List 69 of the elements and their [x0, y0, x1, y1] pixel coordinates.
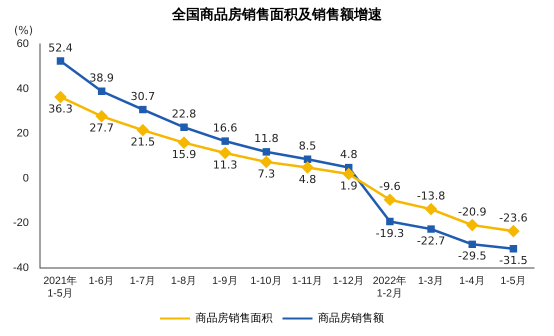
x-tick-label: 1-8月	[170, 274, 198, 287]
legend-label: 商品房销售面积	[196, 312, 272, 325]
point	[262, 148, 270, 156]
point	[302, 162, 314, 174]
x-tick-label: 1-12月	[332, 274, 365, 287]
data-label: -13.8	[416, 190, 446, 203]
point	[304, 156, 312, 163]
y-tick-label: -40	[12, 262, 29, 274]
x-tick-label: 1-6月	[88, 274, 115, 287]
point	[427, 225, 435, 233]
point	[96, 110, 108, 122]
data-label: 8.5	[298, 140, 316, 153]
data-label: 36.3	[48, 102, 73, 116]
y-tick-label: 40	[16, 82, 29, 95]
x-tick-label: 2021年 1-5月	[43, 274, 78, 300]
data-label: 27.7	[89, 122, 114, 135]
data-label: 1.9	[340, 179, 358, 192]
point	[466, 219, 478, 231]
data-label: 22.8	[172, 108, 196, 121]
data-label: -9.6	[379, 180, 401, 194]
chart-title: 全国商品房销售面积及销售额增速	[171, 6, 383, 24]
point	[178, 136, 190, 148]
y-axis-title: (%)	[14, 24, 34, 37]
data-label: 7.3	[258, 167, 276, 180]
data-label: 38.9	[89, 72, 114, 85]
x-tick-label: 1-3月	[418, 274, 444, 287]
point	[54, 91, 66, 103]
data-label: 11.3	[212, 158, 238, 172]
data-label: 11.8	[254, 132, 279, 146]
data-label: 16.6	[212, 121, 238, 134]
data-label: 30.7	[130, 90, 156, 103]
point	[425, 203, 437, 215]
x-tick-label: 1-10月	[250, 274, 282, 287]
data-label: 15.9	[172, 148, 196, 162]
data-label: -22.7	[416, 234, 446, 248]
point	[137, 124, 149, 136]
data-label: 4.8	[298, 172, 316, 186]
y-tick-label: 0	[22, 172, 29, 184]
point	[260, 156, 272, 168]
data-label: -19.3	[376, 226, 404, 240]
point	[139, 106, 147, 114]
point	[386, 218, 394, 226]
x-tick-label: 1-9月	[212, 274, 238, 287]
data-label: 21.5	[130, 136, 156, 149]
point	[219, 147, 231, 159]
y-tick-label: -20	[12, 217, 29, 230]
x-tick-label: 1-5月	[500, 274, 527, 287]
x-tick-label: 2022年 1-2月	[372, 274, 408, 300]
y-tick-label: 20	[16, 128, 29, 140]
point	[98, 87, 106, 95]
data-label: 52.4	[48, 41, 73, 54]
data-label: -31.5	[499, 254, 528, 268]
point	[508, 225, 520, 237]
data-label: 4.8	[340, 148, 358, 161]
point	[221, 137, 229, 145]
x-tick-label: 1-11月	[292, 274, 324, 287]
data-label: -20.9	[458, 205, 486, 218]
point	[180, 124, 188, 131]
point	[56, 57, 64, 65]
point	[342, 168, 354, 180]
x-tick-label: 1-7月	[130, 274, 156, 287]
x-tick-label: 1-4月	[459, 274, 486, 287]
data-label: -23.6	[499, 211, 528, 224]
y-tick-label: 60	[16, 38, 29, 50]
legend-label: 商品房销售额	[318, 312, 384, 325]
data-label: -29.5	[458, 250, 486, 263]
point	[468, 240, 476, 248]
point	[510, 245, 518, 252]
point	[384, 194, 396, 206]
